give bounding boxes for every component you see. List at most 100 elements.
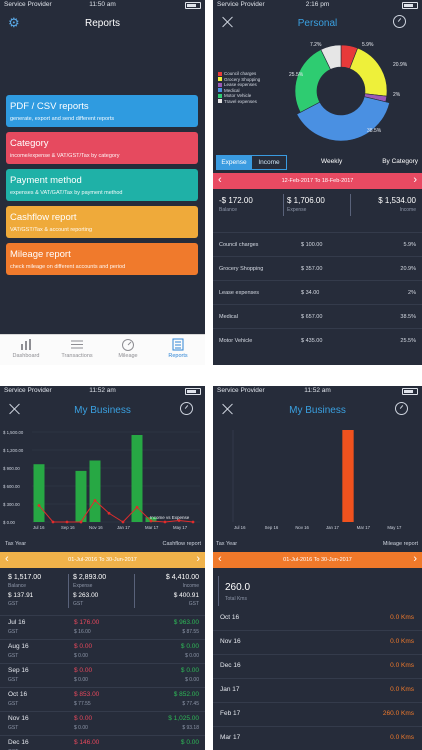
mileage-row[interactable]: Jan 17 0.0 Kms xyxy=(213,682,422,702)
divider xyxy=(218,576,219,606)
mileage-row[interactable]: Nov 16 0.0 Kms xyxy=(213,634,422,654)
category-row[interactable]: Grocery Shopping $ 357.00 20.9% xyxy=(213,262,422,282)
cashflow-report-screen: Service Provider 11:52 am My Business $ … xyxy=(0,386,205,750)
category-amount: $ 34.00 xyxy=(301,290,320,296)
expense-point xyxy=(135,505,139,509)
report-menu-card[interactable]: Mileage report check mileage on different… xyxy=(6,243,198,275)
row-divider xyxy=(213,654,422,655)
category-name: Motor Vehicle xyxy=(219,338,253,344)
balance-label: Balance xyxy=(219,207,238,213)
carrier-label: Service Provider xyxy=(217,1,265,8)
next-arrow-icon[interactable]: › xyxy=(413,553,417,565)
legend-swatch xyxy=(218,93,222,98)
kms-value: 0.0 Kms xyxy=(390,638,414,645)
report-subtitle: generate, export and send different repo… xyxy=(10,116,115,122)
y-tick-label: $ 0.00 xyxy=(3,520,16,525)
mileage-row[interactable]: Oct 16 0.0 Kms xyxy=(213,610,422,630)
expense-point xyxy=(177,519,181,522)
tab-mileage[interactable]: Mileage xyxy=(108,338,148,359)
month-label: Aug 16 xyxy=(8,643,29,650)
timer-icon[interactable] xyxy=(393,15,406,28)
income-gst: $ 93.18 xyxy=(182,725,199,731)
prev-arrow-icon[interactable]: ‹ xyxy=(5,553,9,565)
y-tick-label: $ 300.00 xyxy=(3,502,20,507)
tab-income[interactable]: Income xyxy=(251,155,287,170)
timer-icon[interactable] xyxy=(395,402,408,415)
by-category-button[interactable]: By Category xyxy=(382,158,418,165)
legend-label: Travel expenses xyxy=(224,98,257,104)
status-bar: Service Provider 11:50 am xyxy=(0,0,205,9)
month-row[interactable]: Oct 16 GST $ 853.00 $ 77.55 $ 852.00 $ 77.45 xyxy=(0,690,205,712)
tab-reports[interactable]: Reports xyxy=(158,338,198,359)
report-title: Category xyxy=(10,138,49,149)
pie-slice-travel-expenses[interactable] xyxy=(320,44,342,70)
tax-year-label: Tax Year xyxy=(216,541,238,547)
income-amount: $ 1,025.00 xyxy=(168,715,199,722)
kms-value: 0.0 Kms xyxy=(390,662,414,669)
pie-slice-grocery-shopping[interactable] xyxy=(349,47,388,97)
category-row[interactable]: Lease expenses $ 34.00 2% xyxy=(213,286,422,306)
report-menu-card[interactable]: Payment method expenses & VAT/GAT/Tax by … xyxy=(6,169,198,201)
next-arrow-icon[interactable]: › xyxy=(196,553,200,565)
income-bar[interactable] xyxy=(33,464,45,522)
battery-icon xyxy=(185,388,201,395)
prev-arrow-icon[interactable]: ‹ xyxy=(218,174,222,186)
weekly-button[interactable]: Weekly xyxy=(321,158,343,165)
expense-amount: $ 0.00 xyxy=(74,643,93,650)
date-range: 12-Feb-2017 To 18-Feb-2017 xyxy=(281,178,354,184)
income-bar[interactable] xyxy=(89,460,101,523)
income-gst: $ 0.00 xyxy=(185,677,199,683)
gst-label: GST xyxy=(8,701,19,707)
month-row[interactable]: Aug 16 GST $ 0.00 $ 0.00 $ 0.00 $ 0.00 xyxy=(0,642,205,664)
prev-arrow-icon[interactable]: ‹ xyxy=(218,553,222,565)
timer-icon[interactable] xyxy=(180,402,193,415)
legend-item: Grocery Shopping xyxy=(218,77,260,83)
report-name-label: Cashflow report xyxy=(162,541,201,547)
income-bar[interactable] xyxy=(131,435,143,522)
next-arrow-icon[interactable]: › xyxy=(413,174,417,186)
income-amount: $ 0.00 xyxy=(180,667,199,674)
report-menu-card[interactable]: Cashflow report VAT/GST/Tax & account rep… xyxy=(6,206,198,238)
expense-amount: $ 853.00 xyxy=(74,691,100,698)
mileage-row[interactable]: Dec 16 0.0 Kms xyxy=(213,658,422,678)
income-bar[interactable] xyxy=(75,470,87,522)
expense-label: Expense xyxy=(73,583,93,589)
cashflow-chart: $ 1,500.00 $ 1,200.00 $ 900.00 $ 600.00 $ 30… xyxy=(3,430,200,530)
legend-label: Lease expenses xyxy=(224,82,257,87)
tab-expense[interactable]: Expense xyxy=(216,155,252,170)
category-row[interactable]: Medical $ 657.00 38.5% xyxy=(213,310,422,330)
pie-label: 20.9% xyxy=(393,62,408,68)
report-subtitle: income/expense & VAT/GST/Tax by category xyxy=(10,153,120,159)
date-range-bar: ‹ 12-Feb-2017 To 18-Feb-2017 › xyxy=(213,173,422,189)
mileage-row[interactable]: Mar 17 0.0 Kms xyxy=(213,730,422,750)
pie-slice-medical[interactable] xyxy=(296,96,390,142)
divider xyxy=(134,574,135,608)
mileage-row[interactable]: Feb 17 260.0 Kms xyxy=(213,706,422,726)
category-row[interactable]: Council charges $ 100.00 5.9% xyxy=(213,238,422,258)
mileage-bar[interactable] xyxy=(342,430,354,522)
income-value: $ 1,534.00 xyxy=(378,196,416,205)
category-row[interactable]: Motor Vehicle $ 435.00 25.5% xyxy=(213,334,422,354)
pie-label: 38.5% xyxy=(367,128,382,134)
report-name-label: Mileage report xyxy=(382,541,418,547)
month-row[interactable]: Jul 16 GST $ 176.00 $ 16.00 $ 963.00 $ 87.55 xyxy=(0,618,205,640)
tab-transactions[interactable]: Transactions xyxy=(57,338,97,359)
expense-point xyxy=(37,504,41,507)
report-title: PDF / CSV reports xyxy=(10,101,89,112)
report-menu-card[interactable]: Category income/expense & VAT/GST/Tax by … xyxy=(6,132,198,164)
report-menu-card[interactable]: PDF / CSV reports generate, export and se… xyxy=(6,95,198,127)
tab-dashboard[interactable]: Dashboard xyxy=(6,338,46,359)
month-label: Dec 16 xyxy=(220,662,241,669)
category-percent: 2% xyxy=(408,290,416,296)
battery-icon xyxy=(402,2,418,9)
month-row[interactable]: Nov 16 GST $ 0.00 $ 0.00 $ 1,025.00 $ 93.18 xyxy=(0,714,205,736)
expense-point xyxy=(65,520,69,524)
row-divider xyxy=(213,304,422,305)
expense-gst: $ 16.00 xyxy=(74,629,91,635)
mileage-report-screen: Service Provider 11:52 am My Business Ju… xyxy=(213,386,422,750)
category-name: Lease expenses xyxy=(219,290,260,296)
settings-gear-icon[interactable]: ⚙ xyxy=(8,15,20,30)
month-row[interactable]: Sep 16 GST $ 0.00 $ 0.00 $ 0.00 $ 0.00 xyxy=(0,666,205,688)
month-label: Jan 17 xyxy=(220,686,240,693)
